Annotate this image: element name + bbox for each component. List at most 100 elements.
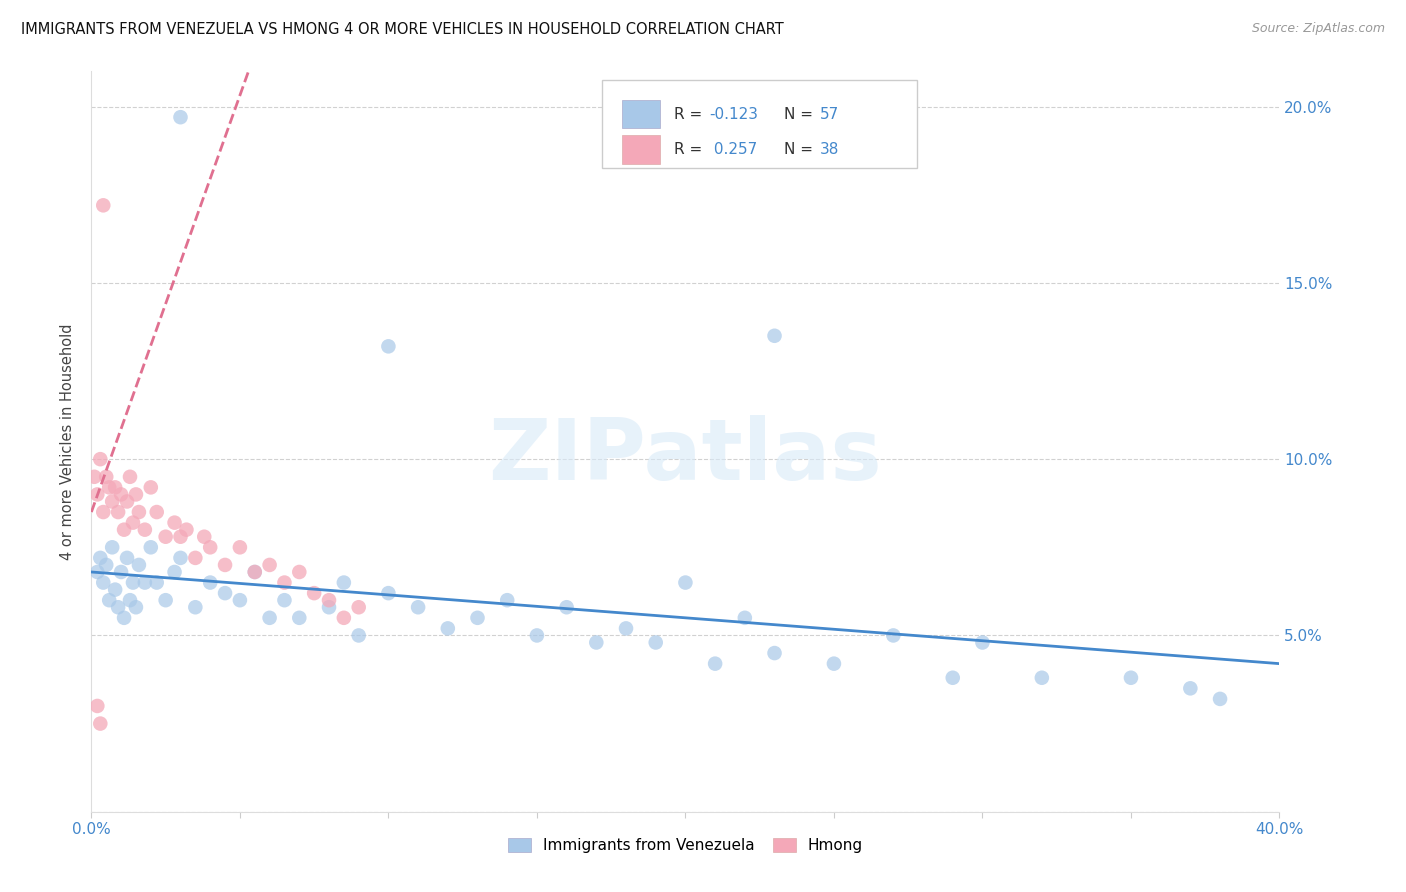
Point	[86, 565, 108, 579]
Point	[214, 586, 236, 600]
Point	[184, 600, 207, 615]
Point	[86, 487, 108, 501]
Text: 0.257: 0.257	[709, 142, 758, 157]
Point	[104, 480, 127, 494]
Point	[467, 611, 489, 625]
Point	[163, 565, 186, 579]
Point	[1180, 681, 1202, 696]
Text: ZIPatlas: ZIPatlas	[488, 415, 883, 498]
Point	[139, 541, 162, 555]
Point	[107, 600, 129, 615]
FancyBboxPatch shape	[602, 80, 917, 168]
Point	[259, 558, 281, 572]
Point	[110, 487, 132, 501]
Point	[243, 565, 266, 579]
Point	[128, 558, 150, 572]
Point	[302, 586, 325, 600]
Point	[333, 575, 356, 590]
Point	[288, 611, 311, 625]
Text: -0.123: -0.123	[709, 107, 758, 122]
Point	[125, 600, 148, 615]
Point	[193, 530, 215, 544]
Text: R =: R =	[673, 107, 707, 122]
Point	[882, 628, 904, 642]
Point	[89, 550, 111, 565]
Point	[134, 523, 156, 537]
Y-axis label: 4 or more Vehicles in Household: 4 or more Vehicles in Household	[60, 323, 76, 560]
Point	[288, 565, 311, 579]
Point	[98, 480, 121, 494]
Point	[91, 505, 114, 519]
Point	[200, 575, 222, 590]
Point	[1119, 671, 1142, 685]
Point	[436, 621, 458, 635]
Point	[229, 541, 252, 555]
FancyBboxPatch shape	[623, 136, 661, 163]
Point	[259, 611, 281, 625]
Point	[200, 541, 222, 555]
Point	[163, 516, 186, 530]
Point	[110, 565, 132, 579]
Text: R =: R =	[673, 142, 707, 157]
Point	[86, 698, 108, 713]
Point	[229, 593, 252, 607]
Point	[118, 470, 141, 484]
Text: N =: N =	[785, 107, 818, 122]
Point	[89, 716, 111, 731]
Point	[496, 593, 519, 607]
Point	[145, 575, 167, 590]
Point	[214, 558, 236, 572]
Point	[243, 565, 266, 579]
Point	[763, 328, 786, 343]
Point	[118, 593, 141, 607]
Point	[101, 541, 124, 555]
Text: Source: ZipAtlas.com: Source: ZipAtlas.com	[1251, 22, 1385, 36]
Point	[112, 611, 135, 625]
Point	[526, 628, 548, 642]
Point	[273, 593, 295, 607]
FancyBboxPatch shape	[623, 100, 661, 128]
Point	[184, 550, 207, 565]
Point	[273, 575, 295, 590]
Point	[96, 558, 118, 572]
Point	[333, 611, 356, 625]
Point	[763, 646, 786, 660]
Point	[98, 593, 121, 607]
Point	[347, 628, 370, 642]
Point	[377, 339, 399, 353]
Point	[673, 575, 696, 590]
Point	[176, 523, 198, 537]
Point	[134, 575, 156, 590]
Point	[128, 505, 150, 519]
Point	[125, 487, 148, 501]
Point	[112, 523, 135, 537]
Point	[96, 470, 118, 484]
Point	[169, 530, 191, 544]
Point	[89, 452, 111, 467]
Point	[122, 575, 145, 590]
Point	[318, 593, 340, 607]
Point	[377, 586, 399, 600]
Point	[734, 611, 756, 625]
Point	[107, 505, 129, 519]
Point	[555, 600, 578, 615]
Point	[1031, 671, 1053, 685]
Point	[169, 110, 191, 124]
Text: 57: 57	[820, 107, 839, 122]
Point	[91, 575, 114, 590]
Text: 38: 38	[820, 142, 839, 157]
Point	[972, 635, 994, 649]
Legend: Immigrants from Venezuela, Hmong: Immigrants from Venezuela, Hmong	[502, 832, 869, 860]
Point	[91, 198, 114, 212]
Point	[101, 494, 124, 508]
Point	[139, 480, 162, 494]
Point	[169, 550, 191, 565]
Point	[614, 621, 637, 635]
Point	[823, 657, 845, 671]
Point	[318, 600, 340, 615]
Point	[585, 635, 607, 649]
Point	[115, 550, 138, 565]
Point	[704, 657, 727, 671]
Point	[155, 593, 177, 607]
Point	[115, 494, 138, 508]
